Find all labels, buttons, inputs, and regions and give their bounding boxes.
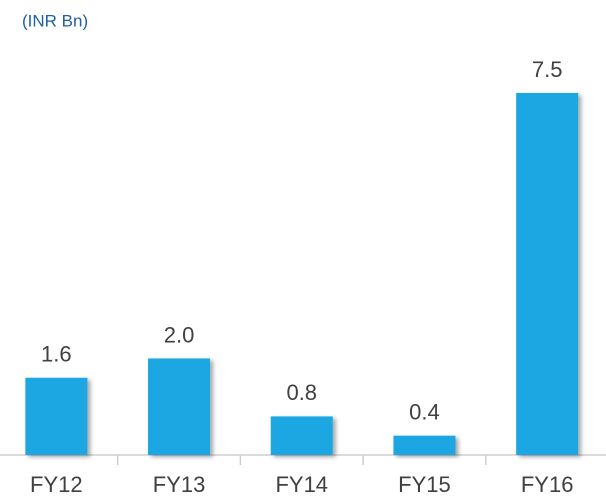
x-tick-label: FY15 — [398, 472, 451, 497]
bar — [25, 377, 88, 455]
bar — [148, 358, 211, 455]
x-tick-label: FY13 — [153, 472, 206, 497]
chart-subtitle: (INR Bn) — [22, 11, 88, 30]
bar — [516, 93, 579, 455]
x-tick-label: FY14 — [275, 472, 328, 497]
bar — [393, 435, 456, 455]
data-label: 0.4 — [409, 400, 440, 425]
data-label: 2.0 — [164, 322, 195, 347]
data-label: 1.6 — [41, 342, 72, 367]
bar — [270, 416, 333, 455]
x-tick-label: FY12 — [30, 472, 83, 497]
data-label: 7.5 — [532, 57, 563, 82]
x-tick-label: FY16 — [521, 472, 574, 497]
data-label: 0.8 — [286, 380, 317, 405]
